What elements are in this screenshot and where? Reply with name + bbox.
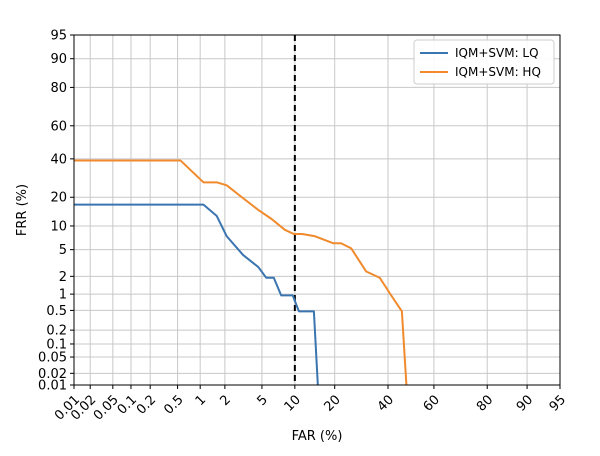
x-tick-label: 95 [547, 392, 569, 414]
y-axis-label: FRR (%) [15, 184, 30, 236]
y-tick-label: 20 [50, 191, 67, 206]
y-tick-label: 5 [59, 243, 67, 258]
legend-label-lq: IQM+SVM: LQ [455, 46, 539, 60]
y-tick-label: 0.02 [38, 367, 67, 382]
y-tick-label: 0.5 [46, 304, 67, 319]
x-tick-label: 40 [375, 392, 397, 414]
x-tick-label: 1 [193, 392, 209, 408]
legend: IQM+SVM: LQ IQM+SVM: HQ [413, 39, 555, 85]
x-tick-label: 20 [321, 392, 343, 414]
legend-box [413, 39, 555, 85]
y-tick-label: 80 [50, 81, 67, 96]
grid [73, 34, 561, 386]
x-tick-label: 90 [514, 392, 536, 414]
y-tick-label: 90 [50, 52, 67, 67]
y-tick-label: 0.1 [46, 337, 67, 352]
x-tick-label: 80 [474, 392, 496, 414]
x-tick-label: 0.2 [134, 392, 159, 417]
x-tick-label: 5 [255, 392, 271, 408]
plot-frame [73, 34, 561, 386]
x-ticks: 0.010.020.050.10.2 0.5 1 2 5 10 20 40 60 80 90 95 [52, 385, 569, 424]
y-ticks: 0.010.020.050.10.2 0.51 2 5 10 20 40 60 80 90 95 [38, 29, 74, 394]
series-group [74, 159, 408, 386]
x-tick-label: 60 [421, 392, 443, 414]
x-axis-label: FAR (%) [292, 429, 343, 444]
series-line-lq [74, 203, 319, 386]
y-tick-label: 60 [50, 119, 67, 134]
x-tick-label: 10 [282, 392, 304, 414]
y-tick-label: 0.05 [38, 351, 67, 366]
y-tick-label: 0.01 [38, 379, 67, 394]
legend-label-hq: IQM+SVM: HQ [455, 65, 541, 79]
y-tick-label: 10 [50, 219, 67, 234]
x-tick-label: 2 [217, 392, 233, 408]
y-tick-label: 2 [59, 270, 67, 285]
y-tick-label: 40 [50, 152, 67, 167]
series-line-hq [74, 159, 408, 386]
x-tick-label: 0.5 [161, 392, 186, 417]
y-tick-label: 95 [50, 29, 67, 44]
y-tick-label: 0.2 [46, 324, 67, 339]
y-tick-label: 1 [59, 288, 67, 303]
